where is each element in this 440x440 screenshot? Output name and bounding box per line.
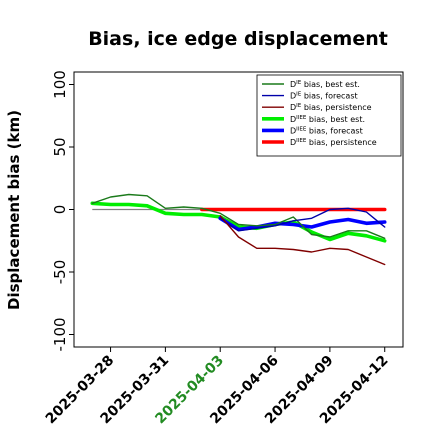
series-line — [219, 215, 386, 266]
legend-label: DIIEE bias, persistence — [290, 138, 377, 147]
legend-label: DIE bias, best est. — [290, 80, 360, 89]
legend-label: DIE bias, forecast — [290, 92, 358, 101]
legend-label: DIE bias, persistence — [290, 103, 372, 112]
y-tick-label: -50 — [51, 260, 69, 285]
y-tick-label: 0 — [51, 205, 69, 215]
y-tick-label: 100 — [51, 70, 69, 99]
legend-label: DIIEE bias, best est. — [290, 115, 365, 124]
legend-label: DIIEE bias, forecast — [290, 126, 363, 135]
series-line — [90, 201, 387, 243]
chart-title: Bias, ice edge displacement — [88, 28, 388, 50]
y-axis-label: Displacement bias (km) — [5, 110, 23, 310]
y-tick-label: 50 — [51, 137, 69, 156]
series-line — [219, 207, 386, 232]
legend: DIE bias, best est. DIE bias, forecast DIE… — [256, 74, 402, 157]
y-tick-label: -100 — [51, 317, 69, 351]
series-line — [91, 193, 386, 240]
